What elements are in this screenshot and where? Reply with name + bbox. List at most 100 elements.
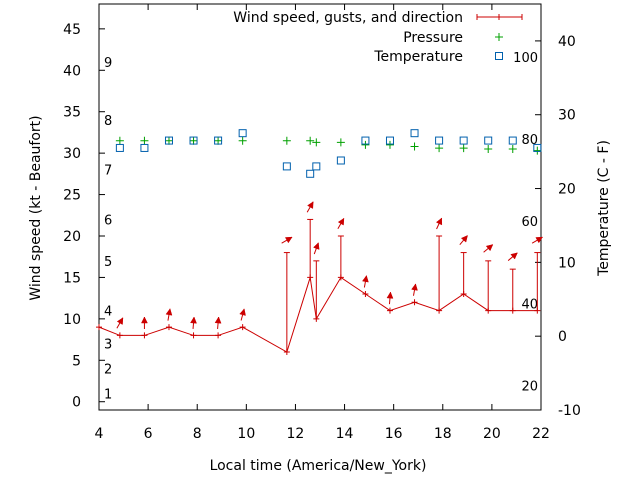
- temperature-point: [435, 136, 444, 145]
- fahrenheit-label: 60: [521, 215, 538, 230]
- wind-speed-point: [509, 307, 516, 314]
- wind-arrow-head: [485, 244, 494, 252]
- beaufort-label: 1: [104, 387, 112, 402]
- pressure-point: [533, 146, 542, 155]
- wind-speed-point: [460, 291, 467, 297]
- wind-arrow-head: [165, 308, 173, 316]
- beaufort-label: 8: [104, 114, 112, 129]
- beaufort-label: 3: [104, 338, 112, 353]
- wind-direction-arrows: [116, 201, 543, 330]
- pressure-point: [282, 136, 291, 145]
- y-right-tick-label: 10: [558, 255, 576, 271]
- legend-swatch-marker: [495, 33, 503, 41]
- y-left-tick-label: 30: [63, 146, 81, 162]
- fahrenheit-label: 80: [521, 133, 538, 148]
- temperature-point: [189, 136, 198, 145]
- temperature-point: [459, 136, 468, 145]
- fahrenheit-label: 20: [521, 380, 538, 395]
- temperature-point: [336, 156, 345, 165]
- legend-label: Wind speed, gusts, and direction: [233, 10, 463, 26]
- temperature-point: [164, 136, 173, 145]
- beaufort-scale: 1 2 3 4 5 6 7 8 9: [104, 56, 112, 402]
- y-right-tick-label: -10: [558, 403, 581, 419]
- wind-speed-point: [215, 332, 222, 339]
- x-tick-label: 16: [385, 426, 403, 442]
- wind-arrow-head: [214, 316, 222, 324]
- temperature-point: [140, 143, 149, 152]
- x-tick-label: 8: [193, 426, 202, 442]
- wind-arrow-head: [307, 201, 314, 209]
- pressure-point: [385, 140, 394, 149]
- beaufort-label: 6: [104, 213, 112, 228]
- temperature-point: [533, 143, 542, 152]
- y-left-tick-label: 20: [63, 229, 81, 245]
- pressure-point: [306, 136, 315, 145]
- y-left-tick-label: 35: [63, 105, 81, 121]
- temperature-point: [238, 129, 247, 138]
- x-axis-title: Local time (America/New_York): [210, 458, 427, 474]
- pressure-point: [508, 145, 517, 153]
- wind-speed-point: [141, 332, 148, 339]
- wind-arrow-head: [435, 217, 443, 226]
- wind-speed-point: [362, 291, 369, 297]
- y-left-tick-label: 15: [63, 270, 81, 286]
- x-tick-label: 18: [434, 426, 452, 442]
- wind-arrow-head: [386, 291, 394, 299]
- pressure-point: [214, 136, 223, 145]
- plot-frame: [98, 3, 542, 411]
- wind-arrow-head: [460, 235, 468, 243]
- x-axis: 4 6 8 10 12 14 16 18 20 22: [95, 4, 550, 442]
- pressure-point: [336, 138, 345, 147]
- y-axis-right-title: Temperature (C - F): [596, 140, 612, 277]
- temperature-point: [361, 136, 370, 145]
- wind-speed-point: [436, 307, 443, 314]
- y-right-tick-label: 0: [558, 329, 567, 345]
- pressure-point: [361, 140, 370, 149]
- wind-arrow-head: [510, 252, 518, 260]
- pressure-point: [435, 144, 444, 153]
- wind-arrow-head: [411, 283, 418, 291]
- temperature-point: [484, 136, 493, 145]
- fahrenheit-scale: 20 40 60 80 100: [513, 51, 538, 394]
- temperature-point: [410, 129, 419, 138]
- y-left-tick-label: 5: [72, 353, 81, 369]
- temperature-point: [214, 136, 223, 145]
- wind-speed-point: [307, 274, 314, 281]
- x-tick-label: 6: [144, 426, 153, 442]
- y-right-tick-label: 40: [558, 34, 576, 50]
- pressure-point: [140, 136, 149, 145]
- pressure-point: [459, 144, 468, 153]
- x-tick-label: 22: [532, 426, 550, 442]
- fahrenheit-label: 100: [513, 51, 538, 66]
- pressure-series: [115, 136, 542, 155]
- wind-arrow-head: [535, 236, 543, 244]
- y-axis-right: -10 0 10 20 30 40: [535, 34, 581, 419]
- x-tick-label: 12: [287, 426, 305, 442]
- beaufort-label: 5: [104, 255, 112, 270]
- wind-speed-point: [190, 332, 197, 339]
- pressure-point: [115, 136, 124, 145]
- temperature-point: [508, 136, 517, 145]
- wind-speed-point: [165, 324, 172, 331]
- beaufort-label: 2: [104, 363, 112, 378]
- y-left-tick-label: 45: [63, 22, 81, 38]
- pressure-point: [312, 138, 321, 147]
- fahrenheit-label: 40: [521, 298, 538, 313]
- pressure-point: [164, 136, 173, 145]
- wind-speed-point: [96, 324, 102, 331]
- y-left-tick-label: 25: [63, 188, 81, 204]
- wind-arrow-head: [141, 316, 148, 324]
- wind-arrow-head: [362, 275, 369, 283]
- plot-border: [98, 3, 542, 411]
- wind-speed-point: [239, 324, 246, 331]
- y-left-tick-label: 40: [63, 63, 81, 79]
- y-right-tick-label: 20: [558, 182, 576, 198]
- pressure-point: [238, 136, 247, 145]
- y-axis-left: 0 5 10 15 20 25 30 35 40 45: [63, 22, 105, 411]
- legend-label: Pressure: [403, 30, 463, 46]
- wind-arrow-head: [284, 236, 293, 244]
- legend: Wind speed, gusts, and direction Pressure…: [233, 10, 523, 65]
- x-tick-label: 4: [95, 426, 104, 442]
